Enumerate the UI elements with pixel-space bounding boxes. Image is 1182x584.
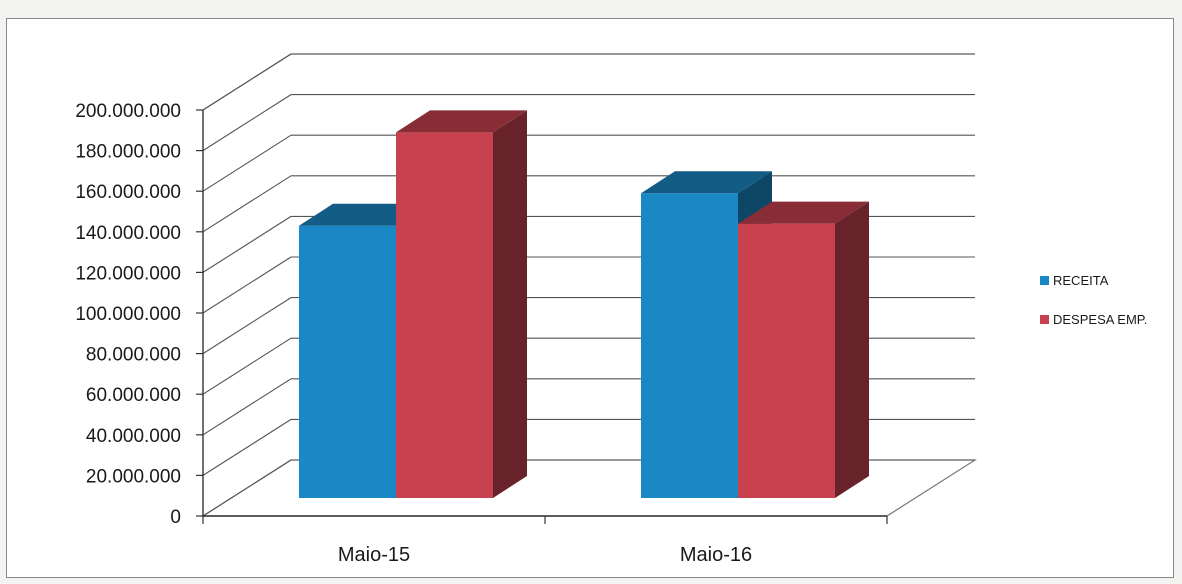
y-tick-label: 40.000.000 bbox=[86, 426, 181, 447]
y-tick-label: 80.000.000 bbox=[86, 345, 181, 366]
bar-front bbox=[299, 225, 396, 498]
bar-top bbox=[396, 110, 527, 133]
y-tick-label: 140.000.000 bbox=[75, 223, 181, 244]
gridline-side-10 bbox=[202, 53, 292, 111]
gridline-side-4 bbox=[202, 297, 292, 355]
legend-label: RECEITA bbox=[1053, 273, 1109, 288]
bar-side bbox=[835, 201, 869, 498]
gridline-side-6 bbox=[202, 215, 292, 273]
y-tick-label: 100.000.000 bbox=[75, 304, 181, 325]
y-axis-tick-labels: 0 20.000.000 40.000.000 60.000.000 80.000.00… bbox=[75, 101, 181, 528]
y-tick-label: 200.000.000 bbox=[75, 101, 181, 122]
legend-swatch bbox=[1040, 276, 1049, 285]
gridline-side-2 bbox=[202, 378, 292, 436]
gridline-side-5 bbox=[202, 256, 292, 314]
gridline-side-1 bbox=[202, 418, 292, 476]
bar-front bbox=[396, 132, 493, 498]
chart-frame: 0 20.000.000 40.000.000 60.000.000 80.000.00… bbox=[6, 18, 1174, 578]
bar-top bbox=[738, 201, 869, 224]
legend: RECEITA DESPESA EMP. bbox=[1040, 273, 1147, 327]
gridline-side-3 bbox=[202, 337, 292, 395]
x-tick-label: Maio-16 bbox=[680, 544, 752, 566]
gridline-side-0 bbox=[202, 459, 292, 517]
bar-top bbox=[641, 171, 772, 194]
gridline-side-8 bbox=[202, 134, 292, 192]
y-tick-label: 120.000.000 bbox=[75, 263, 181, 284]
y-tick-label: 20.000.000 bbox=[86, 466, 181, 487]
bar-despesa-emp--maio-16 bbox=[738, 201, 869, 498]
legend-label: DESPESA EMP. bbox=[1053, 312, 1147, 327]
y-tick-label: 0 bbox=[170, 507, 181, 528]
bar-front bbox=[641, 193, 738, 499]
chart-canvas: 0 20.000.000 40.000.000 60.000.000 80.000.00… bbox=[75, 53, 1147, 566]
gridline-side-9 bbox=[202, 94, 292, 152]
bars bbox=[299, 110, 869, 499]
axes bbox=[196, 109, 888, 524]
bar-despesa-emp--maio-15 bbox=[396, 110, 527, 498]
gridline-side-7 bbox=[202, 175, 292, 233]
x-axis-tick-labels: Maio-15 Maio-16 bbox=[338, 544, 752, 566]
bar-front bbox=[738, 223, 835, 498]
y-tick-label: 160.000.000 bbox=[75, 182, 181, 203]
y-tick-label: 60.000.000 bbox=[86, 385, 181, 406]
legend-swatch bbox=[1040, 315, 1049, 324]
x-tick-label: Maio-15 bbox=[338, 544, 410, 566]
bar-side bbox=[493, 110, 527, 498]
y-tick-label: 180.000.000 bbox=[75, 142, 181, 163]
